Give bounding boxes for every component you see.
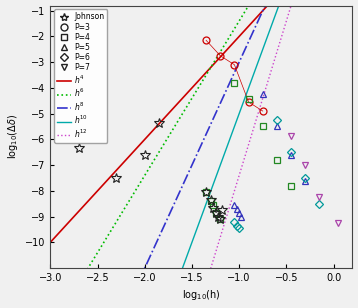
Y-axis label: log$_{10}$($\Delta\delta$): log$_{10}$($\Delta\delta$) bbox=[6, 114, 20, 160]
Legend: Johnson, P=3, P=4, P=5, P=6, P=7, $h^4$, $h^6$, $h^8$, $h^{10}$, $h^{12}$: Johnson, P=3, P=4, P=5, P=6, P=7, $h^4$,… bbox=[54, 9, 107, 143]
X-axis label: log$_{10}$(h): log$_{10}$(h) bbox=[182, 289, 221, 302]
